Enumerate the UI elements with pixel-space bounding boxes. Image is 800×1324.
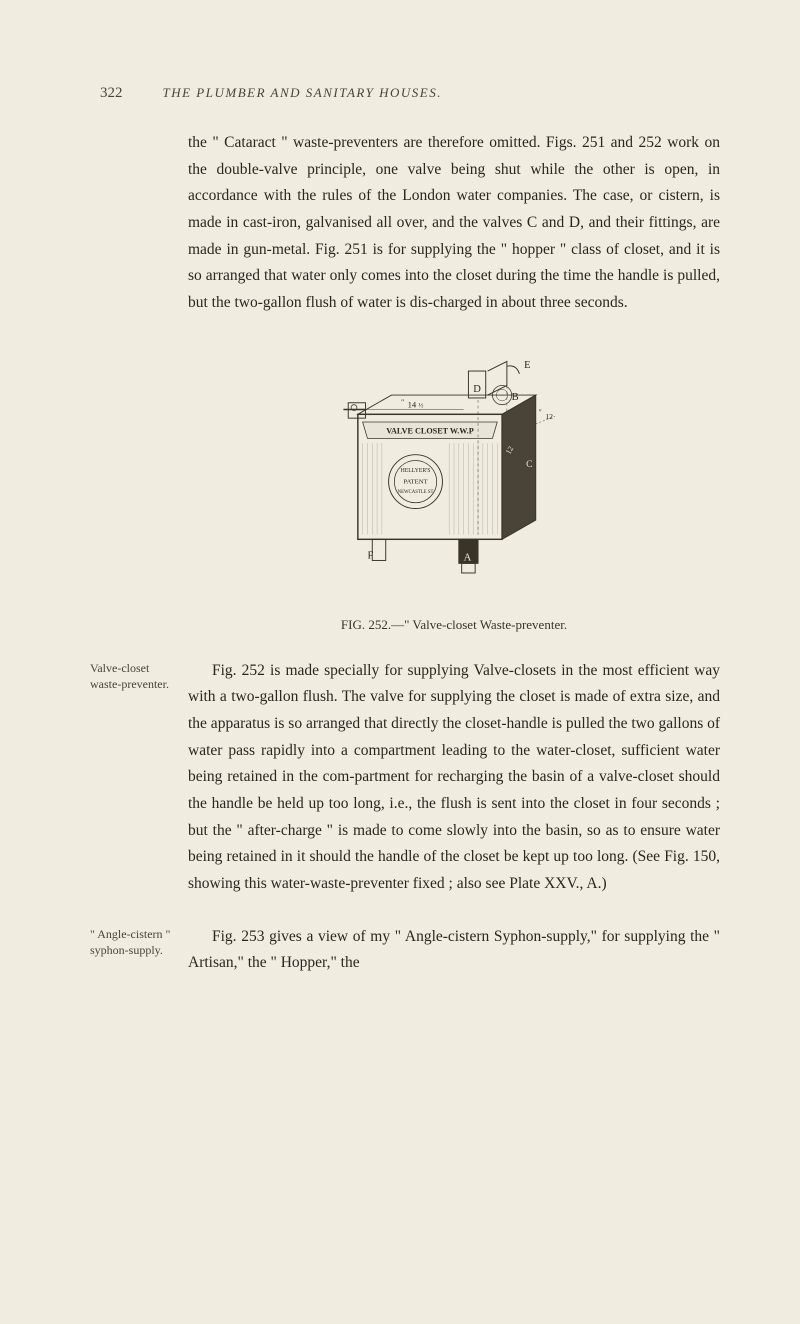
paragraph-1: the " Cataract " waste-preventers are th…	[188, 130, 720, 317]
paragraph-3: Fig. 253 gives a view of my " Angle-cist…	[188, 924, 720, 977]
running-title: THE PLUMBER AND SANITARY HOUSES.	[163, 85, 442, 101]
svg-text:E: E	[524, 360, 530, 371]
svg-text:PATENT: PATENT	[403, 478, 427, 485]
para2-text: Fig. 252 is made specially for supplying…	[188, 658, 720, 898]
svg-text:12: 12	[545, 412, 553, 421]
svg-text:″: ″	[539, 407, 542, 416]
svg-text:F: F	[367, 550, 373, 561]
svg-text:NEWCASTLE ST: NEWCASTLE ST	[398, 490, 434, 495]
para1-text: the " Cataract " waste-preventers are th…	[188, 130, 720, 317]
para3-text: Fig. 253 gives a view of my " Angle-cist…	[188, 924, 720, 977]
page-number: 322	[100, 85, 123, 102]
valve-closet-diagram: VALVE CLOSET W.W.P HELLYER'S PATENT NEWC…	[319, 347, 589, 597]
svg-text:″: ″	[401, 397, 404, 406]
margin-note-angle-cistern: " Angle-cistern " syphon-supply.	[90, 926, 175, 960]
section-angle-cistern: " Angle-cistern " syphon-supply. Fig. 25…	[100, 924, 720, 977]
section-valve-closet: Valve-closet waste-preventer. Fig. 252 i…	[100, 658, 720, 898]
paragraph-2: Fig. 252 is made specially for supplying…	[188, 658, 720, 898]
svg-text:14 ½: 14 ½	[408, 399, 424, 409]
svg-text:C: C	[526, 459, 532, 470]
figure-caption: FIG. 252.—" Valve-closet Waste-preventer…	[188, 617, 720, 633]
svg-text:A: A	[464, 552, 472, 563]
svg-text:VALVE CLOSET W.W.P: VALVE CLOSET W.W.P	[386, 426, 474, 435]
page-header: 322 THE PLUMBER AND SANITARY HOUSES.	[100, 85, 720, 102]
margin-note-valve-closet: Valve-closet waste-preventer.	[90, 660, 175, 694]
svg-text:D: D	[473, 384, 481, 395]
figure-252: VALVE CLOSET W.W.P HELLYER'S PATENT NEWC…	[188, 347, 720, 602]
svg-text:B: B	[512, 391, 519, 402]
svg-text:HELLYER'S: HELLYER'S	[401, 468, 431, 474]
